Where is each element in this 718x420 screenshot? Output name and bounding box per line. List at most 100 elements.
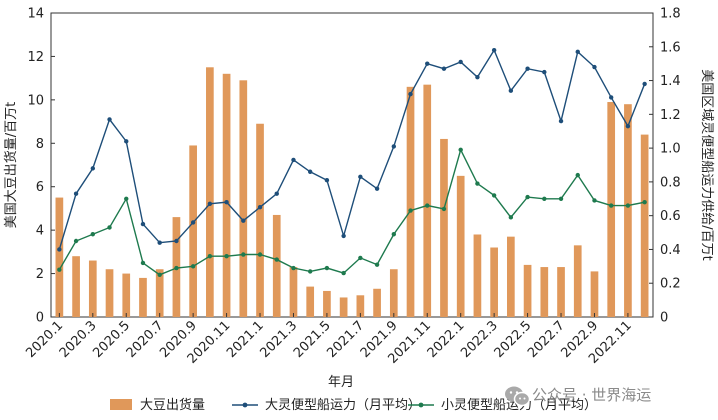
- point-series-1-2021.1: [257, 205, 263, 210]
- left-tick-label: 14: [27, 7, 44, 22]
- point-series-2-2022.1: [458, 147, 463, 152]
- point-series-2-2022.7: [558, 196, 564, 201]
- left-tick-label: 10: [27, 93, 44, 108]
- bar-2020.9: [189, 145, 197, 317]
- point-series-1-2020.3: [90, 166, 96, 171]
- point-series-2-2020.9: [190, 264, 196, 269]
- point-series-1-2020.11: [224, 199, 229, 205]
- bar-2022.9: [590, 271, 599, 317]
- x-axis: 2020.12020.32020.52020.72020.92020.11202…: [23, 313, 635, 367]
- point-series-2-2021.5: [324, 265, 330, 271]
- bar-2022.7: [557, 267, 565, 317]
- point-series-2-2021.8: [374, 262, 380, 267]
- point-series-2-2022.9: [592, 198, 597, 203]
- right-axis: 0 0.2 0.4 0.6 0.8 1.0 1.2 1.4 1.6 1.8: [649, 7, 681, 326]
- point-series-1-2022.10: [608, 95, 614, 100]
- point-series-2-2020.4: [107, 225, 112, 230]
- bar-2022.5: [523, 264, 532, 317]
- point-series-1-2021.12: [441, 66, 447, 71]
- bar-2022.6: [540, 267, 549, 317]
- point-series-1-2022.2: [475, 74, 480, 80]
- left-tick-label: 0: [36, 311, 44, 326]
- left-tick-label: 2: [36, 267, 44, 282]
- bar-2020.7: [155, 269, 164, 317]
- bar-2022.2: [473, 234, 482, 317]
- bar-2022.4: [507, 236, 515, 317]
- point-series-1-2022.4: [508, 88, 514, 93]
- right-tick-label: 1.8: [660, 7, 681, 22]
- point-series-1-2020.6: [140, 221, 146, 227]
- point-series-1-2021.3: [291, 157, 296, 163]
- point-series-1-2021.10: [408, 91, 413, 97]
- point-series-1-2022.5: [525, 66, 530, 71]
- bar-2021.5: [323, 290, 331, 317]
- point-series-1-2021.8: [374, 186, 380, 191]
- point-series-2-2021.7: [358, 255, 363, 261]
- bar-2020.11: [222, 73, 231, 317]
- watermark: 公众号 · 世界海运: [505, 386, 651, 407]
- point-series-1-2021.4: [307, 169, 313, 174]
- point-series-2-2020.6: [140, 260, 146, 266]
- bar-2022.12: [640, 134, 649, 317]
- right-axis-title: 美国区域灵便型船运力供给/百万t: [699, 69, 714, 260]
- point-series-2-2022.6: [542, 196, 547, 201]
- bar-2020.2: [72, 256, 80, 317]
- point-series-1-2020.5: [124, 139, 129, 144]
- point-series-1-2020.8: [174, 238, 179, 244]
- bar-2020.12: [239, 80, 248, 317]
- point-series-1-2020.2: [73, 191, 79, 196]
- point-series-2-2022.2: [475, 181, 480, 186]
- line-series-1: [58, 48, 646, 250]
- point-series-1-2020.9: [190, 220, 196, 225]
- point-series-1-2022.12: [642, 81, 647, 87]
- point-series-1-2022.6: [542, 69, 547, 75]
- bar-2021.12: [440, 138, 448, 317]
- legend-marker-2: [418, 402, 424, 408]
- legend-label-line-1: 大灵便型船运力（月平均）: [265, 398, 421, 413]
- point-series-2-2021.10: [408, 208, 413, 213]
- bar-2022.3: [490, 247, 498, 317]
- bars: [55, 67, 649, 318]
- right-tick-label: 1.4: [660, 74, 681, 89]
- point-series-2-2021.3: [291, 265, 296, 271]
- point-series-2-2020.3: [90, 232, 96, 237]
- bar-2022.10: [607, 102, 616, 317]
- bar-2021.11: [423, 84, 432, 317]
- point-series-2-2022.8: [575, 172, 580, 178]
- line-series-2: [58, 147, 645, 276]
- right-tick-label: 0.6: [660, 209, 681, 224]
- point-series-2-2022.3: [491, 193, 497, 198]
- right-tick-label: 0: [660, 311, 668, 326]
- bar-2020.10: [206, 67, 214, 317]
- point-series-2-2021.6: [341, 270, 346, 276]
- point-series-2-2020.8: [174, 265, 179, 271]
- point-series-2-2021.11: [425, 203, 430, 208]
- point-series-2-2021.1: [257, 252, 263, 257]
- wechat-icon: [505, 386, 531, 407]
- point-series-2-2020.5: [124, 196, 129, 201]
- point-series-1-2021.7: [358, 174, 363, 180]
- point-series-2-2020.1: [57, 267, 62, 272]
- left-tick-label: 6: [36, 180, 44, 195]
- point-series-1-2020.10: [207, 201, 213, 207]
- legend-marker-1: [242, 402, 248, 408]
- bar-2020.3: [88, 260, 97, 317]
- left-axis: 0 2 4 6 8 10 12 14: [27, 7, 55, 326]
- bar-2021.1: [256, 123, 264, 318]
- point-series-1-2020.4: [107, 117, 112, 122]
- point-series-2-2022.12: [642, 199, 647, 205]
- point-series-1-2021.6: [341, 233, 346, 239]
- left-tick-label: 4: [36, 224, 44, 239]
- bar-2021.4: [306, 286, 315, 317]
- point-series-2-2021.2: [274, 257, 279, 262]
- right-tick-label: 0.8: [660, 175, 681, 190]
- point-series-2-2020.2: [73, 238, 79, 244]
- point-series-1-2020.1: [57, 247, 62, 252]
- bar-2020.6: [139, 277, 147, 317]
- point-series-1-2022.3: [491, 47, 497, 53]
- point-series-2-2022.4: [508, 215, 514, 220]
- right-tick-label: 0.4: [660, 243, 681, 258]
- bar-2021.10: [406, 86, 415, 317]
- point-series-1-2021.9: [391, 144, 397, 149]
